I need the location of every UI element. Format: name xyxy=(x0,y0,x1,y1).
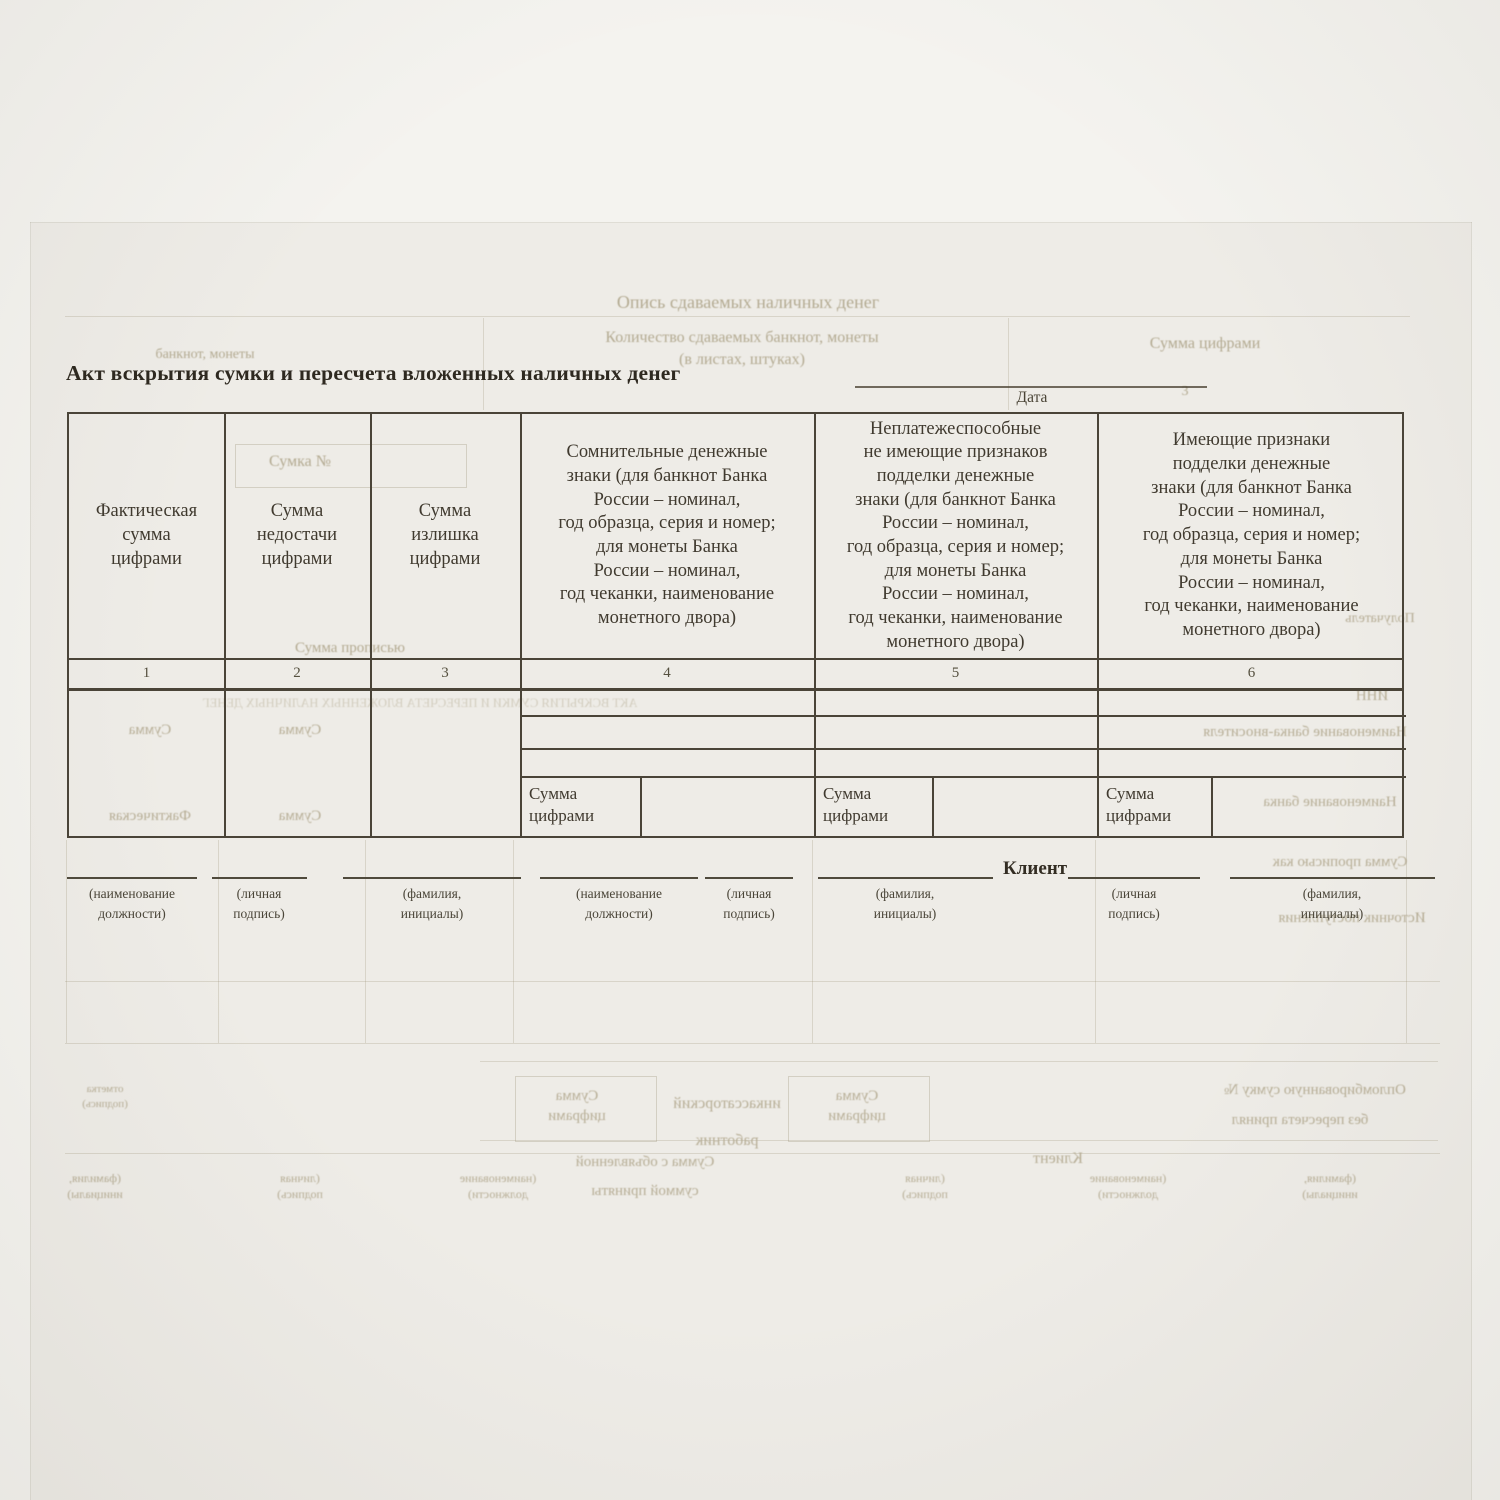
signature-line-position-2 xyxy=(540,877,698,879)
date-label: Дата xyxy=(1016,389,1048,406)
signature-line-sign-1 xyxy=(212,877,307,879)
sheet-top-edge xyxy=(30,222,1472,223)
grid-line xyxy=(520,414,522,836)
signature-caption: (личная подпись) xyxy=(723,886,775,921)
grid-line xyxy=(520,715,1406,717)
signature-caption: (фамилия, инициалы) xyxy=(1300,886,1364,921)
col-number: 5 xyxy=(951,664,960,681)
paper-sheet xyxy=(30,222,1472,1500)
col-header-counterfeit-notes: Имеющие признаки подделки денежные знаки… xyxy=(1142,430,1361,640)
grid-line xyxy=(69,688,1402,691)
sheet-right-edge xyxy=(1471,222,1472,1500)
sum-value-cell-doubtful xyxy=(640,776,814,838)
sum-value-cell-insolvent xyxy=(932,776,1097,838)
grid-line xyxy=(1097,414,1099,836)
signature-line-name-1 xyxy=(343,877,521,879)
col-number: 3 xyxy=(441,664,449,681)
col-header-doubtful-notes: Сомнительные денежные знаки (для банкнот… xyxy=(558,442,776,629)
col-header-insolvent-notes: Неплатежеспособные не имеющие признаков … xyxy=(846,418,1065,652)
signature-caption: (фамилия, инициалы) xyxy=(873,886,937,921)
col-number: 4 xyxy=(663,664,671,681)
actual-sum-cell xyxy=(69,691,224,838)
grid-line xyxy=(370,414,372,836)
act-table: Фактическая сумма цифрами Сумма недостач… xyxy=(67,412,1406,838)
grid-line xyxy=(224,414,226,836)
signature-caption: (личная подпись) xyxy=(1108,886,1160,921)
grid-line xyxy=(932,776,934,838)
page-title: Акт вскрытия сумки и пересчета вложенных… xyxy=(66,361,681,385)
signature-line-sign-2 xyxy=(705,877,793,879)
grid-line xyxy=(69,658,1402,660)
signature-line-position-1 xyxy=(67,877,197,879)
col-number: 6 xyxy=(1247,664,1256,681)
grid-line xyxy=(520,748,1406,750)
signature-caption: (личная подпись) xyxy=(233,886,285,921)
sum-label-counterfeit: Сумма цифрами xyxy=(1106,784,1172,826)
grid-line xyxy=(1211,776,1213,838)
col-header-surplus-sum: Сумма излишка цифрами xyxy=(409,501,481,569)
col-header-actual-sum: Фактическая сумма цифрами xyxy=(95,501,198,569)
signature-caption: (фамилия, инициалы) xyxy=(400,886,464,921)
col-number: 1 xyxy=(142,664,151,681)
grid-line xyxy=(640,776,642,838)
sum-label-doubtful: Сумма цифрами xyxy=(529,784,595,826)
col-header-shortage-sum: Сумма недостачи цифрами xyxy=(256,501,338,569)
signature-caption: (наименование должности) xyxy=(575,886,663,921)
sheet-left-edge xyxy=(30,222,31,1500)
signature-caption: (наименование должности) xyxy=(88,886,176,921)
date-line xyxy=(855,386,1207,388)
shortage-sum-cell xyxy=(224,691,370,838)
signature-line-name-2 xyxy=(818,877,993,879)
signature-line-name-client xyxy=(1230,877,1435,879)
grid-line xyxy=(520,776,1406,778)
signature-line-sign-client xyxy=(1068,877,1200,879)
grid-line xyxy=(814,414,816,836)
client-label: Клиент xyxy=(1003,858,1068,879)
sum-value-cell-counterfeit xyxy=(1211,776,1406,838)
col-number: 2 xyxy=(293,664,301,681)
sum-label-insolvent: Сумма цифрами xyxy=(823,784,889,826)
surplus-sum-cell xyxy=(370,691,520,838)
